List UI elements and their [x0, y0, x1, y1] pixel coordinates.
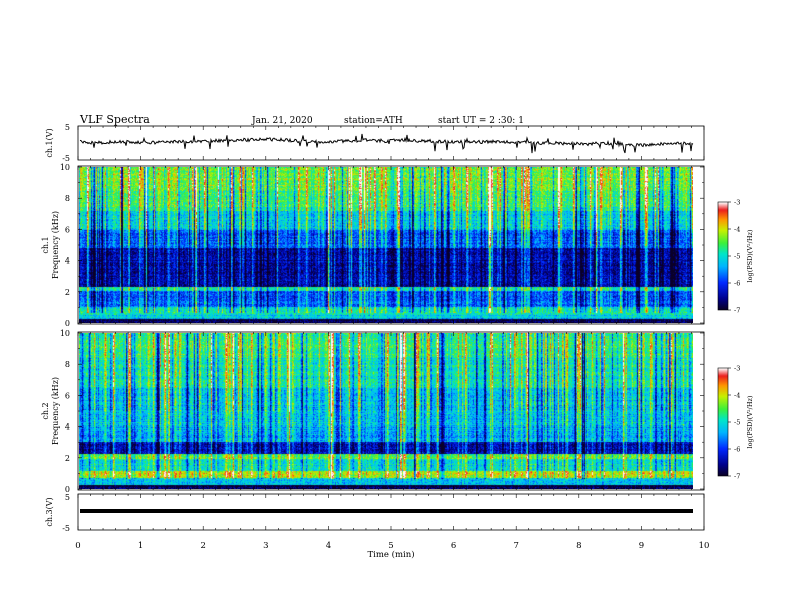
x-tick-label-7: 7	[513, 541, 518, 551]
x-axis-label: Time (min)	[367, 549, 414, 560]
ch2-colorbar-label: log(PSD)(V²/Hz)	[746, 395, 754, 448]
x-tick-label-9: 9	[639, 541, 644, 551]
ch3-ylabel: ch.3(V)	[45, 497, 54, 526]
ch1-waveform-line	[79, 133, 694, 154]
ch2-spec-ytick-0: 0	[65, 485, 70, 494]
date-label: Jan. 21, 2020	[251, 116, 313, 126]
x-tick-label-8: 8	[576, 541, 581, 551]
ch1-colorbar-tick--5: -5	[734, 253, 740, 261]
x-tick-label-5: 5	[388, 541, 393, 551]
ch2-spec-ytick-10: 10	[60, 329, 70, 338]
x-tick-label-3: 3	[263, 541, 268, 551]
ch1-ytick-top: 5	[65, 123, 70, 132]
start-time-label: start UT = 2 :30: 1	[438, 116, 524, 126]
ch3-ytick-bottom: -5	[62, 524, 70, 533]
station-label: station=ATH	[344, 116, 403, 126]
ch3-waveform-panel: 5 -5 ch.3(V)	[45, 493, 705, 533]
ch1-spec-ylabel-line2: Frequency (kHz)	[51, 211, 60, 279]
x-tick-label-4: 4	[326, 541, 331, 551]
ch1-spec-ytick-2: 2	[65, 288, 70, 297]
ch1-colorbar-tick--6: -6	[734, 280, 740, 288]
ch2-spectrogram-image	[79, 333, 693, 489]
ch1-ylabel: ch.1(V)	[45, 128, 54, 157]
ch1-colorbar-tick--3: -3	[734, 199, 740, 207]
ch1-spec-ytick-4: 4	[65, 257, 70, 266]
ch2-colorbar-tick--3: -3	[734, 365, 740, 373]
ch2-spec-ylabel-line1: ch.2	[41, 402, 50, 419]
ch1-spec-ytick-0: 0	[65, 319, 70, 328]
x-tick-label-1: 1	[138, 541, 143, 551]
ch2-colorbar-tick--7: -7	[734, 473, 740, 481]
ch1-colorbar	[718, 202, 728, 310]
ch1-spec-ylabel-line1: ch.1	[41, 236, 50, 253]
ch1-colorbar-tick--4: -4	[734, 226, 740, 234]
x-tick-label-10: 10	[699, 541, 710, 551]
x-tick-label-2: 2	[200, 541, 205, 551]
ch1-ytick-bottom: -5	[62, 154, 70, 163]
ch2-spec-ylabel-line2: Frequency (kHz)	[51, 377, 60, 445]
x-tick-label-6: 6	[451, 541, 456, 551]
ch2-colorbar-tick--4: -4	[734, 392, 740, 400]
ch2-colorbar-tick--6: -6	[734, 446, 740, 454]
ch2-spec-ytick-2: 2	[65, 454, 70, 463]
ch2-spec-ytick-6: 6	[65, 391, 70, 400]
ch2-spec-ytick-4: 4	[65, 423, 70, 432]
ch1-spec-ytick-10: 10	[60, 163, 70, 172]
ch1-spec-ytick-8: 8	[65, 194, 70, 203]
x-tick-label-0: 0	[75, 541, 80, 551]
ch2-colorbar	[718, 368, 728, 476]
ch1-spec-ytick-6: 6	[65, 225, 70, 234]
ch1-spectrogram-image	[79, 167, 693, 323]
ch1-colorbar-tick--7: -7	[734, 307, 740, 315]
ch3-ytick-top: 5	[65, 493, 70, 502]
ch1-waveform-panel: 5 -5 ch.1(V)	[45, 123, 705, 163]
ch2-spec-ytick-8: 8	[65, 360, 70, 369]
x-axis-tick-labels: 0 1 2 3 4 5 6 7 8 9 10	[75, 541, 709, 551]
ch1-colorbar-label: log(PSD)(V²/Hz)	[746, 229, 754, 282]
ch3-waveform-line	[80, 509, 693, 513]
ch2-colorbar-tick--5: -5	[734, 419, 740, 427]
figure-title: VLF Spectra	[79, 113, 150, 126]
